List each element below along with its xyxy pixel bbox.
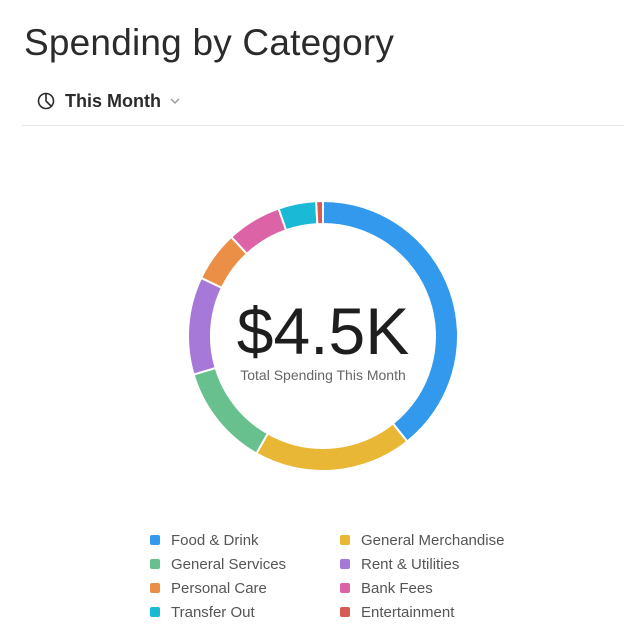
legend-swatch <box>150 535 160 545</box>
legend-swatch <box>150 559 160 569</box>
legend-swatch <box>150 583 160 593</box>
legend-item-transfer-out[interactable]: Transfer Out <box>150 600 340 624</box>
period-selector[interactable]: This Month <box>36 88 181 114</box>
legend-label: Entertainment <box>361 603 455 621</box>
legend-item-general-services[interactable]: General Services <box>150 552 340 576</box>
legend-swatch <box>150 607 160 617</box>
legend-swatch <box>340 559 350 569</box>
legend-item-general-merchandise[interactable]: General Merchandise <box>340 528 530 552</box>
donut-slice-bank-fees[interactable] <box>229 207 288 256</box>
chevron-down-icon <box>170 98 180 104</box>
chart-legend: Food & Drink General Merchandise General S… <box>150 528 530 624</box>
page-title: Spending by Category <box>24 22 395 63</box>
donut-slice-transfer-out[interactable] <box>277 200 319 232</box>
legend-swatch <box>340 535 350 545</box>
legend-item-personal-care[interactable]: Personal Care <box>150 576 340 600</box>
donut-slice-general-merchandise[interactable] <box>255 422 409 472</box>
legend-label: Personal Care <box>171 579 267 597</box>
legend-swatch <box>340 607 350 617</box>
legend-label: Rent & Utilities <box>361 555 460 573</box>
donut-chart <box>187 199 459 472</box>
legend-label: General Services <box>171 555 287 573</box>
header-divider <box>22 125 624 126</box>
pie-chart-icon <box>37 92 55 110</box>
legend-item-bank-fees[interactable]: Bank Fees <box>340 576 530 600</box>
legend-label: Food & Drink <box>171 531 259 549</box>
legend-label: Bank Fees <box>361 579 433 597</box>
legend-item-food-drink[interactable]: Food & Drink <box>150 528 340 552</box>
period-label: This Month <box>65 90 161 111</box>
total-spending-label: Total Spending This Month <box>240 367 406 383</box>
legend-item-entertainment[interactable]: Entertainment <box>340 600 530 624</box>
legend-swatch <box>340 583 350 593</box>
donut-slice-entertainment[interactable] <box>315 199 324 226</box>
total-spending-value: $4.5K <box>236 294 410 368</box>
legend-item-rent-utilities[interactable]: Rent & Utilities <box>340 552 530 576</box>
legend-label: General Merchandise <box>361 531 505 549</box>
legend-label: Transfer Out <box>171 603 255 621</box>
